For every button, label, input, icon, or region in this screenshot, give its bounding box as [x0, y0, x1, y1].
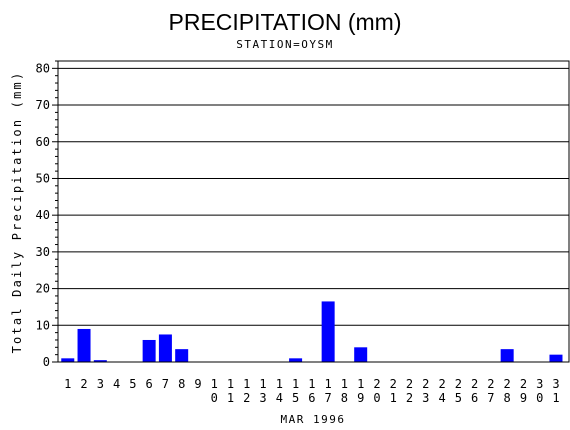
y-tick-label: 20: [36, 282, 50, 296]
y-tick-label: 80: [36, 61, 50, 75]
bar: [93, 360, 107, 362]
x-tick-label: 1: [64, 377, 71, 391]
bar: [289, 358, 303, 362]
bar: [354, 347, 368, 362]
x-tick-label: 5: [129, 377, 136, 391]
bar: [549, 354, 563, 362]
chart-title: PRECIPITATION (mm): [169, 9, 402, 35]
bar: [142, 339, 156, 362]
y-axis-ticks: 0 10 20 30 40 50 60 70 80: [36, 60, 58, 369]
y-tick-label: 40: [36, 208, 50, 222]
y-tick-label: 50: [36, 171, 50, 185]
bars: [61, 301, 563, 362]
bar: [158, 334, 172, 362]
plot-frame: [57, 60, 570, 363]
x-tick-label: 8: [178, 377, 185, 391]
bar: [77, 328, 91, 362]
x-tick-label: 6: [146, 377, 153, 391]
x-tick-label: 3: [97, 377, 104, 391]
x-tick-label: 7: [162, 377, 169, 391]
bar: [61, 358, 75, 362]
y-tick-label: 60: [36, 135, 50, 149]
bar: [500, 349, 514, 362]
x-axis-label: MAR 1996: [281, 413, 346, 426]
bar: [321, 301, 335, 362]
chart-subtitle: STATION=OYSM: [236, 38, 333, 51]
x-tick-label: 4: [113, 377, 120, 391]
y-tick-label: 30: [36, 245, 50, 259]
y-tick-label: 10: [36, 318, 50, 332]
y-axis-label: Total Daily Precipitation (mm): [10, 71, 24, 354]
x-tick-label: 2: [80, 377, 87, 391]
y-tick-label: 70: [36, 98, 50, 112]
y-tick-label: 0: [43, 355, 50, 369]
x-axis-ticks: 1 2 3 4 5 6 7 8 9 1 01 11 21 31 41 51 61 71 81 92 02 12 22 32 42…: [64, 377, 559, 405]
grid-lines: [58, 67, 569, 326]
x-tick-label: 9: [194, 377, 201, 391]
bar: [175, 349, 189, 362]
